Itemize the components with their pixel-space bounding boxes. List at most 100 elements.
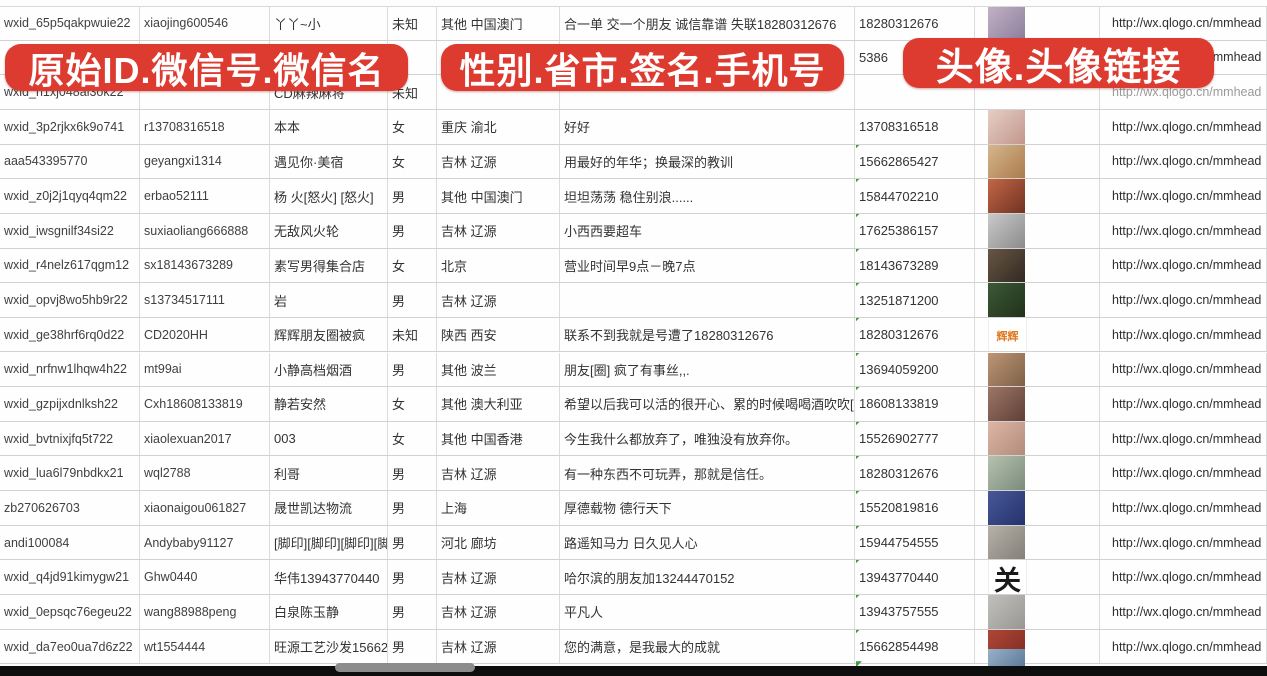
cell-wxid[interactable]: wxid_nrfnw1lhqw4h22 [0,352,140,387]
cell-sig[interactable]: 联系不到我就是号遭了18280312676 [560,317,855,352]
cell-alias[interactable]: erbao52111 [140,179,270,213]
cell-sig[interactable] [560,283,855,317]
cell-name[interactable]: 岩 [270,283,388,317]
avatar-image-gray-photo-people[interactable] [988,525,1025,560]
cell-sig[interactable]: 平凡人 [560,595,855,629]
cell-avatar[interactable] [975,421,1100,456]
cell-alias[interactable]: suxiaoliang666888 [140,213,270,248]
cell-phone[interactable]: 18280312676 [855,456,975,491]
avatar-image-tan-branches[interactable] [988,144,1025,179]
cell-sig[interactable]: 小西西要超车 [560,213,855,248]
cell-name[interactable]: 丫丫~小 [270,7,388,40]
cell-alias[interactable]: wt1554444 [140,629,270,664]
cell-sig[interactable]: 有一种东西不可玩弄，那就是信任。 [560,456,855,491]
cell-url[interactable]: http://wx.qlogo.cn/mmhead [1100,283,1267,317]
cell-avatar[interactable] [975,491,1100,525]
cell-alias[interactable] [140,75,270,109]
cell-wxid[interactable]: wxid_ge38hrf6rq0d22 [0,317,140,352]
cell-url[interactable]: http://wx.qlogo.cn/mmhead [1100,491,1267,525]
cell-alias[interactable]: mt99ai [140,352,270,387]
cell-phone[interactable]: 18280312676 [855,7,975,40]
avatar-image-blue-qr-card[interactable] [988,491,1025,525]
cell-url[interactable]: http://wx.qlogo.cn/mmhead [1100,629,1267,664]
cell-region[interactable]: 北京 [437,248,560,283]
cell-alias[interactable]: xiaolexuan2017 [140,421,270,456]
cell-sig[interactable]: 用最好的年华；换最深的教训 [560,144,855,179]
cell-wxid[interactable]: wxid_q4jd91kimygw21 [0,560,140,595]
cell-alias[interactable]: s13734517111 [140,283,270,317]
cell-url[interactable]: http://wx.qlogo.cn/mmhead [1100,109,1267,144]
cell-wxid[interactable]: wxid_z0j2j1qyq4qm22 [0,179,140,213]
cell-avatar[interactable] [975,7,1100,40]
cell-name[interactable]: 杨 火[怒火] [怒火] [270,179,388,213]
cell-phone[interactable]: 15520819816 [855,491,975,525]
cell-avatar[interactable]: 辉辉 [975,317,1100,352]
cell-phone[interactable]: 13694059200 [855,352,975,387]
cell-sig[interactable]: 厚德载物 德行天下 [560,491,855,525]
cell-sig[interactable] [560,75,855,109]
cell-url[interactable]: http://wx.qlogo.cn/mmhead [1100,456,1267,491]
avatar-image-dark-storefront[interactable] [988,248,1025,283]
cell-wxid[interactable]: wxid_r4nelz617qgm12 [0,248,140,283]
cell-name[interactable]: 003 [270,421,388,456]
cell-phone[interactable] [855,75,975,109]
cell-avatar[interactable] [975,387,1100,421]
cell-sig[interactable]: 朋友[圈] 疯了有事丝,,. [560,352,855,387]
cell-url[interactable]: http://wx.qlogo.cn/mmhead [1100,387,1267,421]
cell-url[interactable]: http://wx.qlogo.cn/mmhead [1100,317,1267,352]
cell-gender[interactable]: 女 [388,109,437,144]
cell-url[interactable]: http://wx.qlogo.cn/mmhead [1100,248,1267,283]
cell-region[interactable]: 吉林 辽源 [437,283,560,317]
cell-gender[interactable]: 男 [388,456,437,491]
cell-phone[interactable]: 13943770440 [855,560,975,595]
cell-avatar[interactable] [975,179,1100,213]
cell-wxid[interactable]: zb270626703 [0,491,140,525]
cell-alias[interactable]: wql2788 [140,456,270,491]
cell-avatar[interactable] [975,75,1100,109]
avatar-image-white-text-huihui[interactable]: 辉辉 [988,317,1027,352]
cell-region[interactable]: 其他 中国香港 [437,421,560,456]
cell-url[interactable]: http://wx.qlogo.cn/mmhead [1100,144,1267,179]
cell-url[interactable]: http://wx.qlogo.cn/mmhead [1100,179,1267,213]
cell-url[interactable]: http://wx.qlogo.cn/mmhead [1100,595,1267,629]
cell-url[interactable]: http://wx.qlogo.cn/mmhead [1100,352,1267,387]
cell-phone[interactable]: 18608133819 [855,387,975,421]
cell-avatar[interactable] [975,525,1100,560]
cell-name[interactable]: 无敌风火轮 [270,213,388,248]
cell-sig[interactable]: 合一单 交一个朋友 诚信靠谱 失联18280312676 [560,7,855,40]
cell-sig[interactable]: 希望以后我可以活的很开心、累的时候喝喝酒吹吹[ [560,387,855,421]
cell-avatar[interactable] [975,109,1100,144]
cell-wxid[interactable]: wxid_da7eo0ua7d6z22 [0,629,140,664]
avatar-image-girl-selfie-dark[interactable] [988,387,1025,421]
cell-avatar[interactable] [975,283,1100,317]
avatar-image-red-figurines[interactable] [988,179,1025,213]
cell-phone[interactable]: 15844702210 [855,179,975,213]
avatar-image-calligraphy-guan[interactable]: 关 [988,560,1027,595]
cell-gender[interactable]: 男 [388,525,437,560]
cell-wxid[interactable]: andi100084 [0,525,140,560]
cell-region[interactable]: 吉林 辽源 [437,456,560,491]
cell-region[interactable]: 吉林 辽源 [437,144,560,179]
avatar-image-person-with-cap[interactable] [988,456,1025,491]
avatar-image-girl-outdoor[interactable] [988,352,1025,387]
cell-name[interactable]: 华伟13943770440 [270,560,388,595]
cell-region[interactable]: 其他 澳大利亚 [437,387,560,421]
cell-gender[interactable]: 男 [388,352,437,387]
cell-gender[interactable]: 男 [388,213,437,248]
cell-gender[interactable]: 男 [388,491,437,525]
cell-name[interactable]: 遇见你·美宿 [270,144,388,179]
avatar-image-girl-face[interactable] [988,421,1025,456]
cell-gender[interactable]: 未知 [388,7,437,40]
cell-name[interactable]: 白泉陈玉静 [270,595,388,629]
cell-region[interactable]: 吉林 辽源 [437,560,560,595]
cell-url[interactable]: http://wx.qlogo.cn/mmhead [1100,560,1267,595]
cell-phone[interactable]: 15662854498 [855,629,975,664]
cell-avatar[interactable] [975,352,1100,387]
cell-alias[interactable]: sx18143673289 [140,248,270,283]
cell-name[interactable]: 静若安然 [270,387,388,421]
cell-avatar[interactable] [975,595,1100,629]
cell-wxid[interactable]: wxid_0epsqc76egeu22 [0,595,140,629]
cell-avatar[interactable]: 关 [975,560,1100,595]
cell-name[interactable]: 利哥 [270,456,388,491]
cell-gender[interactable]: 女 [388,421,437,456]
